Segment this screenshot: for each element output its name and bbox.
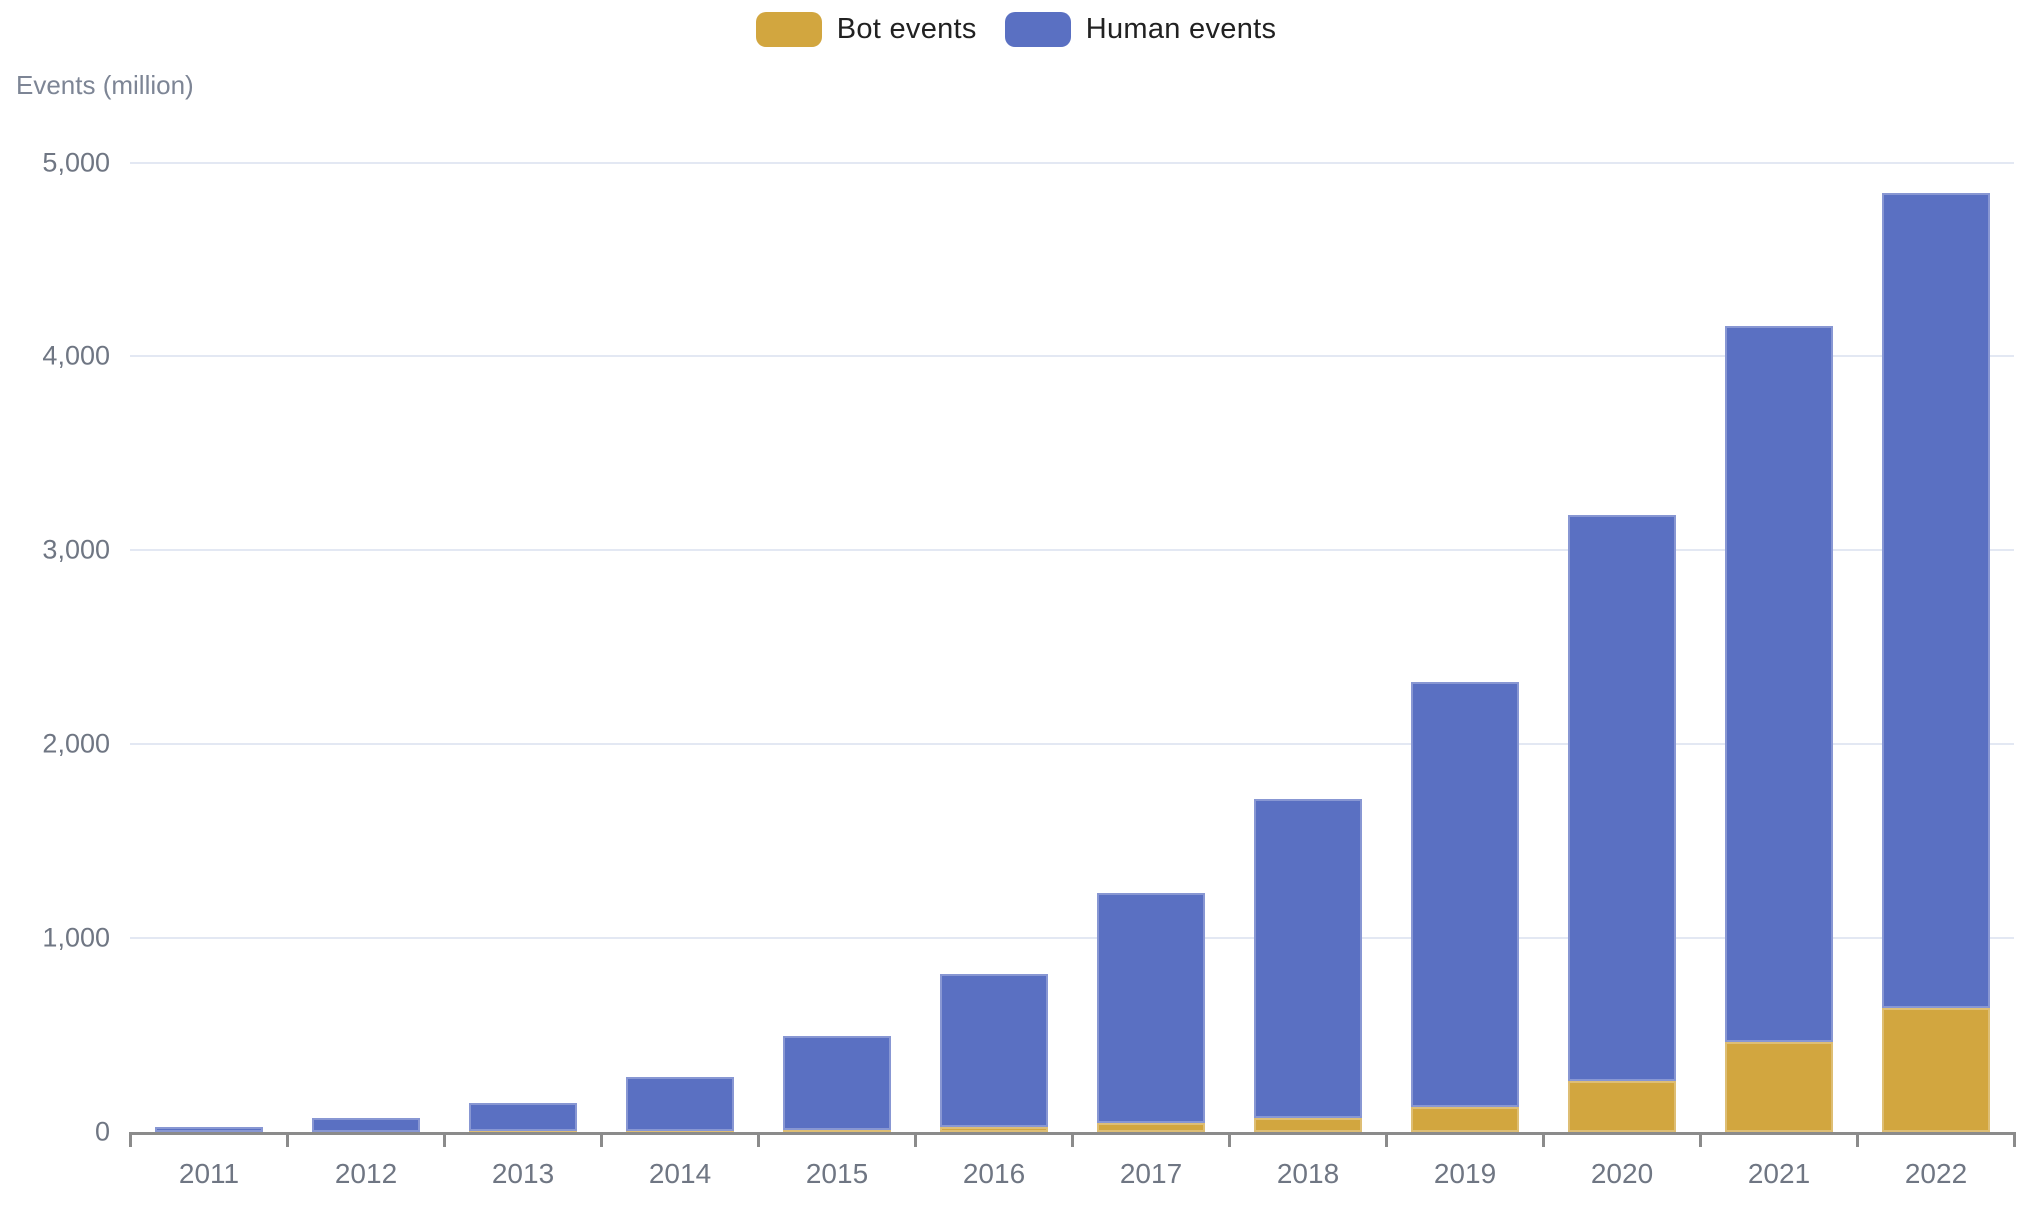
- y-tick-label-4000: 4,000: [42, 340, 110, 371]
- bar-2014-human-events: [626, 1076, 734, 1132]
- x-axis-tick: [1856, 1132, 1859, 1147]
- bar-2016-human-events: [940, 973, 1048, 1127]
- x-axis-tick: [1385, 1132, 1388, 1147]
- x-axis-tick: [1228, 1132, 1231, 1147]
- x-tick-label-2018: 2018: [1276, 1158, 1340, 1189]
- legend-item-human-events: Human events: [1004, 12, 1277, 47]
- x-axis-tick: [129, 1132, 132, 1147]
- x-tick-label-2014: 2014: [648, 1158, 712, 1189]
- chart-legend: Bot events Human events: [0, 12, 2032, 47]
- bar-2013-human-events: [469, 1102, 577, 1132]
- bar-2018-bot-events: [1254, 1117, 1362, 1132]
- bar-2015-human-events: [783, 1036, 891, 1131]
- gridline-3000: [130, 549, 2014, 552]
- y-tick-label-3000: 3,000: [42, 534, 110, 565]
- bar-2019-human-events: [1411, 682, 1519, 1107]
- bar-2014-bot-events: [626, 1131, 734, 1132]
- x-axis-tick: [443, 1132, 446, 1147]
- legend-label-human-events: Human events: [1085, 13, 1277, 45]
- x-tick-label-2022: 2022: [1904, 1158, 1968, 1189]
- bar-2018-human-events: [1254, 798, 1362, 1118]
- x-axis-tick: [757, 1132, 760, 1147]
- gridline-4000: [130, 355, 2014, 358]
- bar-2015-bot-events: [783, 1130, 891, 1132]
- bar-2017-bot-events: [1097, 1122, 1205, 1132]
- legend-item-bot-events: Bot events: [755, 12, 977, 47]
- x-axis-tick: [600, 1132, 603, 1147]
- bar-2016-bot-events: [940, 1126, 1048, 1132]
- bar-2019-bot-events: [1411, 1106, 1519, 1132]
- bar-2013-bot-events: [469, 1131, 577, 1132]
- gridline-2000: [130, 743, 2014, 746]
- x-axis-tick: [1071, 1132, 1074, 1147]
- bar-2011-human-events: [155, 1126, 263, 1132]
- x-tick-label-2011: 2011: [178, 1158, 240, 1189]
- bar-2012-human-events: [312, 1118, 420, 1132]
- x-tick-label-2012: 2012: [334, 1158, 398, 1189]
- x-tick-label-2015: 2015: [805, 1158, 869, 1189]
- legend-swatch-human-events-icon: [1004, 12, 1071, 47]
- bar-2022-bot-events: [1882, 1007, 1990, 1132]
- y-tick-label-1000: 1,000: [42, 922, 110, 953]
- legend-swatch-bot-events-icon: [755, 12, 822, 47]
- bar-2017-human-events: [1097, 893, 1205, 1123]
- gridline-1000: [130, 937, 2014, 940]
- x-tick-label-2016: 2016: [962, 1158, 1026, 1189]
- y-tick-label-0: 0: [94, 1116, 110, 1147]
- gridline-5000: [130, 161, 2014, 164]
- bar-2021-bot-events: [1725, 1041, 1833, 1132]
- x-axis-tick: [1699, 1132, 1702, 1147]
- y-tick-label-5000: 5,000: [42, 147, 110, 177]
- legend-label-bot-events: Bot events: [836, 13, 977, 45]
- y-tick-label-2000: 2,000: [42, 728, 110, 759]
- x-tick-label-2019: 2019: [1433, 1158, 1497, 1189]
- x-axis-tick: [2013, 1132, 2016, 1147]
- bar-2020-human-events: [1568, 515, 1676, 1081]
- bar-2021-human-events: [1725, 326, 1833, 1042]
- x-tick-label-2020: 2020: [1590, 1158, 1654, 1189]
- x-tick-label-2021: 2021: [1747, 1158, 1811, 1189]
- x-axis-tick: [914, 1132, 917, 1147]
- bar-2022-human-events: [1882, 192, 1990, 1008]
- x-axis-tick: [286, 1132, 289, 1147]
- x-tick-label-2017: 2017: [1119, 1158, 1183, 1189]
- bar-2020-bot-events: [1568, 1080, 1676, 1132]
- x-axis-tick: [1542, 1132, 1545, 1147]
- x-tick-label-2013: 2013: [491, 1158, 555, 1189]
- y-axis-title: Events (million): [16, 70, 194, 100]
